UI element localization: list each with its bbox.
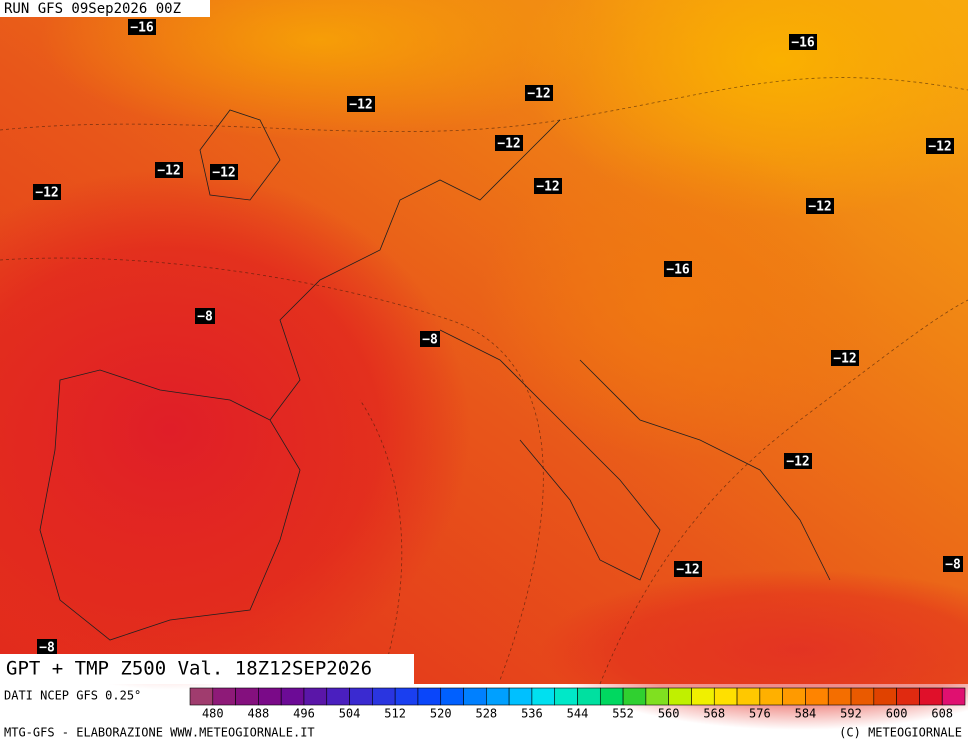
label-box — [831, 350, 859, 366]
temperature-label: −12 — [536, 180, 559, 195]
label-box — [155, 162, 183, 178]
map — [0, 0, 968, 730]
scale-swatch — [303, 687, 328, 706]
scale-tick-label: 584 — [795, 707, 817, 721]
footer-left: MTG-GFS - ELABORAZIONE WWW.METEOGIORNALE… — [4, 726, 315, 740]
label-box — [664, 261, 692, 277]
scale-swatch — [394, 687, 419, 706]
scale-swatch — [554, 687, 578, 706]
scale-swatch — [577, 687, 601, 706]
label-box — [495, 135, 523, 151]
scale-swatch — [531, 687, 556, 706]
label-box — [806, 198, 834, 214]
scale-swatch — [349, 687, 373, 706]
temperature-label: −8 — [39, 641, 55, 656]
temperature-label: −12 — [157, 164, 180, 179]
map-title: GPT + TMP Z500 Val. 18Z12SEP2026 — [6, 658, 372, 680]
scale-swatch — [759, 687, 783, 706]
scale-tick-label: 568 — [703, 707, 725, 721]
scale-tick-label: 520 — [430, 707, 452, 721]
scale-swatch — [873, 687, 897, 706]
scale-swatch — [782, 687, 806, 706]
scale-swatch — [189, 687, 214, 706]
footer-right: (C) METEOGIORNALE — [839, 726, 962, 740]
title-box — [0, 654, 414, 684]
scale-tick-label: 592 — [840, 707, 862, 721]
scale-swatch — [713, 687, 738, 706]
scale-tick-label: 512 — [384, 707, 406, 721]
scale-swatch — [440, 687, 464, 706]
temperature-label: −12 — [212, 166, 235, 181]
scale-swatch — [805, 687, 829, 706]
scale-swatch — [827, 687, 852, 706]
legend-source: DATI NCEP GFS 0.25° — [4, 689, 141, 703]
label-box — [789, 34, 817, 50]
scale-swatch — [850, 687, 875, 706]
label-box — [210, 164, 238, 180]
temperature-label: −12 — [349, 98, 372, 113]
temperature-label: −12 — [786, 455, 809, 470]
temperature-label: −16 — [130, 21, 154, 36]
temperature-label: −8 — [197, 310, 213, 325]
scale-swatch — [622, 687, 647, 706]
temperature-label: −12 — [676, 563, 699, 578]
scale-tick-label: 480 — [202, 707, 224, 721]
label-box — [420, 331, 440, 347]
scale-swatch — [896, 687, 920, 706]
label-box — [784, 453, 812, 469]
scale-tick-label: 528 — [475, 707, 497, 721]
scale-swatch — [736, 687, 761, 706]
scale-tick-label: 496 — [293, 707, 315, 721]
scale-swatch — [280, 687, 305, 706]
temperature-label: −12 — [497, 137, 520, 152]
scale-swatch — [668, 687, 692, 706]
scale-swatch — [508, 687, 533, 706]
scale-swatch — [212, 687, 236, 706]
scale-swatch — [463, 687, 487, 706]
temperature-label: −12 — [35, 186, 58, 201]
label-box — [525, 85, 553, 101]
scale-swatch — [235, 687, 259, 706]
temperature-label: −12 — [928, 140, 951, 155]
scale-tick-label: 608 — [931, 707, 953, 721]
scale-tick-label: 504 — [339, 707, 361, 721]
label-box — [128, 19, 156, 35]
scale-tick-label: 560 — [658, 707, 680, 721]
temperature-label: −8 — [945, 558, 961, 573]
scale-tick-label: 544 — [567, 707, 589, 721]
label-box — [37, 639, 57, 655]
temperature-label: −12 — [527, 87, 550, 102]
temperature-label: −12 — [833, 352, 856, 367]
label-box — [943, 556, 963, 572]
temperature-label: −16 — [666, 263, 690, 278]
temperature-label: −16 — [791, 36, 815, 51]
run-box — [0, 0, 210, 17]
scale-swatch — [919, 687, 943, 706]
scale-swatch — [417, 687, 442, 706]
label-box — [33, 184, 61, 200]
scale-swatch — [645, 687, 669, 706]
temperature-label: −12 — [808, 200, 831, 215]
scale-tick-label: 600 — [886, 707, 908, 721]
label-box — [674, 561, 702, 577]
scale-swatch — [258, 687, 282, 706]
scale-tick-label: 488 — [248, 707, 270, 721]
scale-swatch — [599, 687, 624, 706]
label-box — [195, 308, 215, 324]
label-box — [926, 138, 954, 154]
label-box — [534, 178, 562, 194]
scale-tick-label: 576 — [749, 707, 771, 721]
scale-swatch — [941, 687, 966, 706]
scale-swatch — [691, 687, 715, 706]
scale-swatch — [486, 687, 510, 706]
scale-tick-label: 536 — [521, 707, 543, 721]
temperature-label: −8 — [422, 333, 438, 348]
scale-swatch — [326, 687, 350, 706]
scale-swatch — [372, 687, 396, 706]
scale-tick-label: 552 — [612, 707, 634, 721]
run-label: RUN GFS 09Sep2026 00Z — [4, 1, 181, 17]
label-box — [347, 96, 375, 112]
